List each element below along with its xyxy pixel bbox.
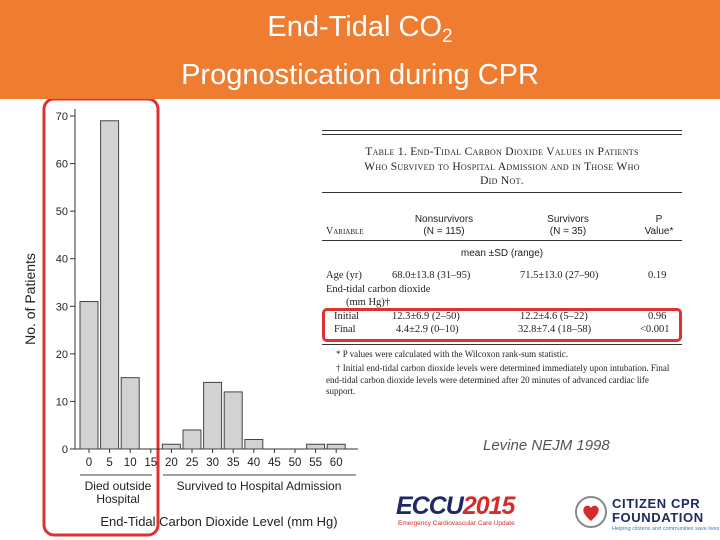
citizen-cpr-line-2: FOUNDATION xyxy=(612,510,704,525)
x-tick-label: 25 xyxy=(186,457,199,469)
row-etco2-unit: (mm Hg)† xyxy=(346,297,391,308)
row-age-survivors: 71.5±13.0 (27–90) xyxy=(520,270,599,281)
table-top-rule xyxy=(322,130,682,131)
row-age-variable: Age (yr) xyxy=(326,270,362,281)
x-axis-label: End-Tidal Carbon Dioxide Level (mm Hg) xyxy=(100,514,337,529)
row-initial-nonsurvivors: 12.3±6.9 (2–50) xyxy=(392,311,460,322)
row-initial-p: 0.96 xyxy=(648,311,667,322)
x-tick-label: 45 xyxy=(268,457,281,469)
x-tick-label: 15 xyxy=(144,457,157,469)
x-tick-label: 60 xyxy=(330,457,343,469)
y-tick-label: 20 xyxy=(56,349,68,361)
row-age-nonsurvivors: 68.0±13.8 (31–95) xyxy=(392,270,471,281)
bar-55 xyxy=(306,443,326,450)
x-tick-label: 5 xyxy=(106,457,112,469)
table-title-rule xyxy=(322,192,682,193)
bar-40 xyxy=(244,438,264,450)
row-etco2-variable: End-tidal carbon dioxide xyxy=(326,284,431,295)
bar-20 xyxy=(161,443,181,450)
title-subscript: 2 xyxy=(442,26,453,47)
table-title: Table 1. End-Tidal Carbon Dioxide Values… xyxy=(322,145,682,189)
eccu-logo-tagline: Emergency Cardiovascular Care Update xyxy=(398,520,515,527)
x-tick-label: 30 xyxy=(206,457,219,469)
bar-60 xyxy=(326,443,346,450)
bar-35 xyxy=(223,391,243,450)
col-p-label: P xyxy=(655,214,663,225)
etco2-highlight-box xyxy=(322,308,682,342)
x-tick-label: 50 xyxy=(289,457,302,469)
eccu-logo-mark: ECCU2015 xyxy=(396,492,516,521)
table-top-rule-2 xyxy=(322,134,682,135)
x-tick-label: 40 xyxy=(247,457,260,469)
row-age-p: 0.19 xyxy=(648,270,667,281)
group-label-survived: Survived to Hospital Admission xyxy=(177,479,342,493)
table-subheader: mean ±SD (range) xyxy=(460,248,544,259)
y-tick-label: 60 xyxy=(56,159,68,171)
bar-0 xyxy=(79,301,99,450)
col-p-value: Value* xyxy=(644,226,674,237)
row-final-p: <0.001 xyxy=(640,324,670,335)
y-tick-label: 40 xyxy=(56,254,68,266)
table-title-line: Who Survived to Hospital Admission and i… xyxy=(364,160,640,173)
died-outside-highlight xyxy=(42,99,160,537)
citizen-cpr-logo: CITIZEN CPR FOUNDATION Helping citizens … xyxy=(574,495,719,535)
col-nonsurvivors-header: Nonsurvivors (N = 115) xyxy=(394,214,494,238)
x-tick-label: 35 xyxy=(227,457,240,469)
y-tick-label: 0 xyxy=(62,444,68,456)
col-survivors-n: (N = 35) xyxy=(549,226,587,237)
row-final-variable: Final xyxy=(334,324,356,335)
y-tick-label: 10 xyxy=(56,396,68,408)
col-nonsurvivors-label: Nonsurvivors xyxy=(414,214,474,225)
eccu-logo: ECCU2015 Emergency Cardiovascular Care U… xyxy=(392,492,540,532)
table-bottom-rule xyxy=(322,344,682,345)
table-header-rule xyxy=(322,240,682,241)
table-title-line: Table 1. End-Tidal Carbon Dioxide Values… xyxy=(365,146,639,158)
row-final-survivors: 32.8±7.4 (18–58) xyxy=(518,324,592,335)
y-axis-label: No. of Patients xyxy=(22,253,38,345)
x-tick-label: 20 xyxy=(165,457,178,469)
bar-chart: 0 10 20 30 40 50 60 70 0 5 10 15 20 25 30 35 40 45 50 55 60… xyxy=(22,99,358,537)
bar-25 xyxy=(182,429,202,450)
bar-10 xyxy=(120,377,140,450)
y-tick-label: 50 xyxy=(56,206,68,218)
row-initial-variable: Initial xyxy=(334,311,360,322)
bar-30 xyxy=(203,381,223,450)
x-tick-label: 0 xyxy=(86,457,92,469)
col-survivors-label: Survivors xyxy=(547,214,589,225)
col-nonsurvivors-n: (N = 115) xyxy=(423,226,465,237)
eccu-logo-name: ECCU xyxy=(396,492,464,520)
row-final-nonsurvivors: 4.4±2.9 (0–10) xyxy=(396,324,459,335)
y-tick-label: 70 xyxy=(56,111,68,123)
col-p-header: P Value* xyxy=(636,214,682,238)
table-title-line: Did Not. xyxy=(480,175,524,187)
col-variable-header: Variable xyxy=(326,226,364,237)
citizen-cpr-line-1: CITIZEN CPR xyxy=(612,496,701,511)
citation: Levine NEJM 1998 xyxy=(483,437,610,454)
heart-seal-icon xyxy=(575,496,607,528)
table-footnote-1: * P values were calculated with the Wilc… xyxy=(336,349,569,359)
x-tick-label: 55 xyxy=(309,457,322,469)
eccu-logo-year: 2015 xyxy=(462,492,516,520)
group-label-died-1: Died outside xyxy=(85,479,152,493)
slide-header: End-Tidal CO2 Prognostication during CPR xyxy=(0,0,720,99)
citizen-cpr-name: CITIZEN CPR FOUNDATION xyxy=(612,497,704,525)
bar-5 xyxy=(100,120,120,450)
citizen-cpr-tagline: Helping citizens and communities save li… xyxy=(612,526,720,532)
row-initial-survivors: 12.2±4.6 (5–22) xyxy=(520,311,588,322)
title-line-1: End-Tidal CO2 xyxy=(267,11,453,47)
title-line-2: Prognostication during CPR xyxy=(181,59,539,91)
x-tick-label: 10 xyxy=(124,457,137,469)
table-footnote-2: † Initial end-tidal carbon dioxide level… xyxy=(326,363,670,396)
y-tick-label: 30 xyxy=(56,301,68,313)
group-label-died-2: Hospital xyxy=(96,492,139,506)
col-survivors-header: Survivors (N = 35) xyxy=(518,214,618,238)
